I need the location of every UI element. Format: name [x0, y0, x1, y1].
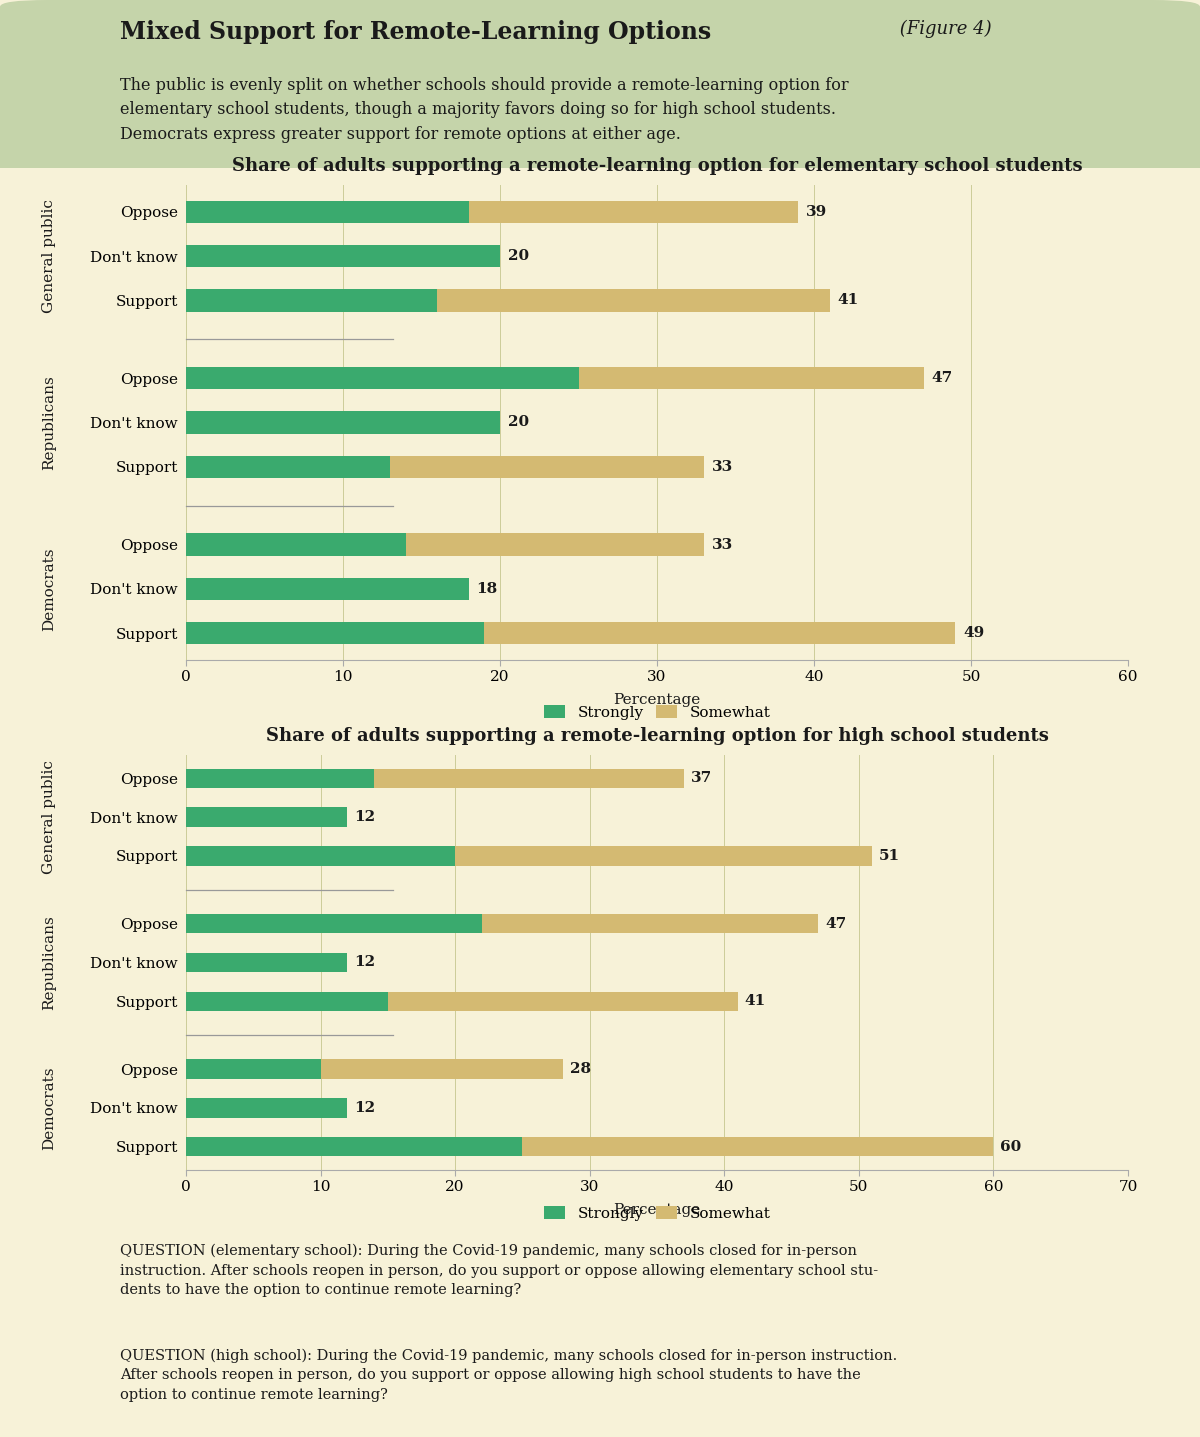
Bar [388, 992, 738, 1012]
Bar [186, 1137, 522, 1157]
Text: Democrats: Democrats [42, 1066, 56, 1150]
Text: 47: 47 [931, 371, 953, 385]
Bar [186, 578, 468, 601]
Bar [186, 914, 482, 934]
X-axis label: Percentage: Percentage [613, 693, 701, 707]
Text: 33: 33 [712, 460, 733, 474]
Bar [468, 201, 798, 223]
Text: 12: 12 [354, 1101, 376, 1115]
Text: Republicans: Republicans [42, 375, 56, 470]
Text: General public: General public [42, 760, 56, 874]
Bar [186, 992, 388, 1012]
Text: 41: 41 [838, 293, 859, 308]
X-axis label: Percentage: Percentage [613, 1203, 701, 1217]
Text: 33: 33 [712, 537, 733, 552]
Text: 12: 12 [354, 810, 376, 823]
Text: 20: 20 [508, 249, 529, 263]
Text: 39: 39 [806, 204, 828, 218]
Bar [186, 846, 455, 865]
Text: 37: 37 [691, 772, 712, 785]
Bar [374, 769, 684, 787]
Bar [578, 366, 924, 389]
Text: 41: 41 [744, 994, 766, 1009]
Bar [522, 1137, 994, 1157]
Title: Share of adults supporting a remote-learning option for high school students: Share of adults supporting a remote-lear… [265, 727, 1049, 746]
Text: 51: 51 [880, 849, 900, 862]
Text: Democrats: Democrats [42, 547, 56, 631]
Bar [186, 411, 500, 434]
Text: (Figure 4): (Figure 4) [894, 20, 991, 39]
Text: 20: 20 [508, 415, 529, 430]
Bar [186, 953, 348, 973]
Text: Mixed Support for Remote-Learning Options: Mixed Support for Remote-Learning Option… [120, 20, 712, 45]
Text: QUESTION (high school): During the Covid-19 pandemic, many schools closed for in: QUESTION (high school): During the Covid… [120, 1348, 898, 1401]
Legend: Strongly, Somewhat: Strongly, Somewhat [538, 698, 776, 726]
Bar [485, 622, 955, 644]
Title: Share of adults supporting a remote-learning option for elementary school studen: Share of adults supporting a remote-lear… [232, 157, 1082, 175]
Text: The public is evenly split on whether schools should provide a remote-learning o: The public is evenly split on whether sc… [120, 78, 848, 142]
Bar [186, 289, 437, 312]
Bar [320, 1059, 563, 1079]
Bar [482, 914, 818, 934]
Bar [186, 533, 406, 556]
Text: 60: 60 [1000, 1140, 1021, 1154]
Text: 12: 12 [354, 956, 376, 970]
Bar [186, 366, 578, 389]
Bar [186, 622, 485, 644]
Text: QUESTION (elementary school): During the Covid-19 pandemic, many schools closed : QUESTION (elementary school): During the… [120, 1244, 878, 1298]
Bar [186, 244, 500, 267]
Bar [186, 1098, 348, 1118]
Text: 28: 28 [570, 1062, 590, 1076]
Bar [390, 456, 704, 479]
Bar [455, 846, 872, 865]
Bar [186, 201, 468, 223]
Bar [186, 456, 390, 479]
Text: Republicans: Republicans [42, 915, 56, 1010]
Text: 18: 18 [476, 582, 498, 596]
Bar [186, 1059, 320, 1079]
FancyBboxPatch shape [0, 0, 1200, 193]
Legend: Strongly, Somewhat: Strongly, Somewhat [538, 1200, 776, 1227]
Bar [406, 533, 704, 556]
Text: General public: General public [42, 200, 56, 313]
Bar [186, 808, 348, 826]
Text: 47: 47 [826, 917, 846, 931]
Text: 49: 49 [964, 627, 984, 641]
Bar [437, 289, 829, 312]
Bar [186, 769, 374, 787]
